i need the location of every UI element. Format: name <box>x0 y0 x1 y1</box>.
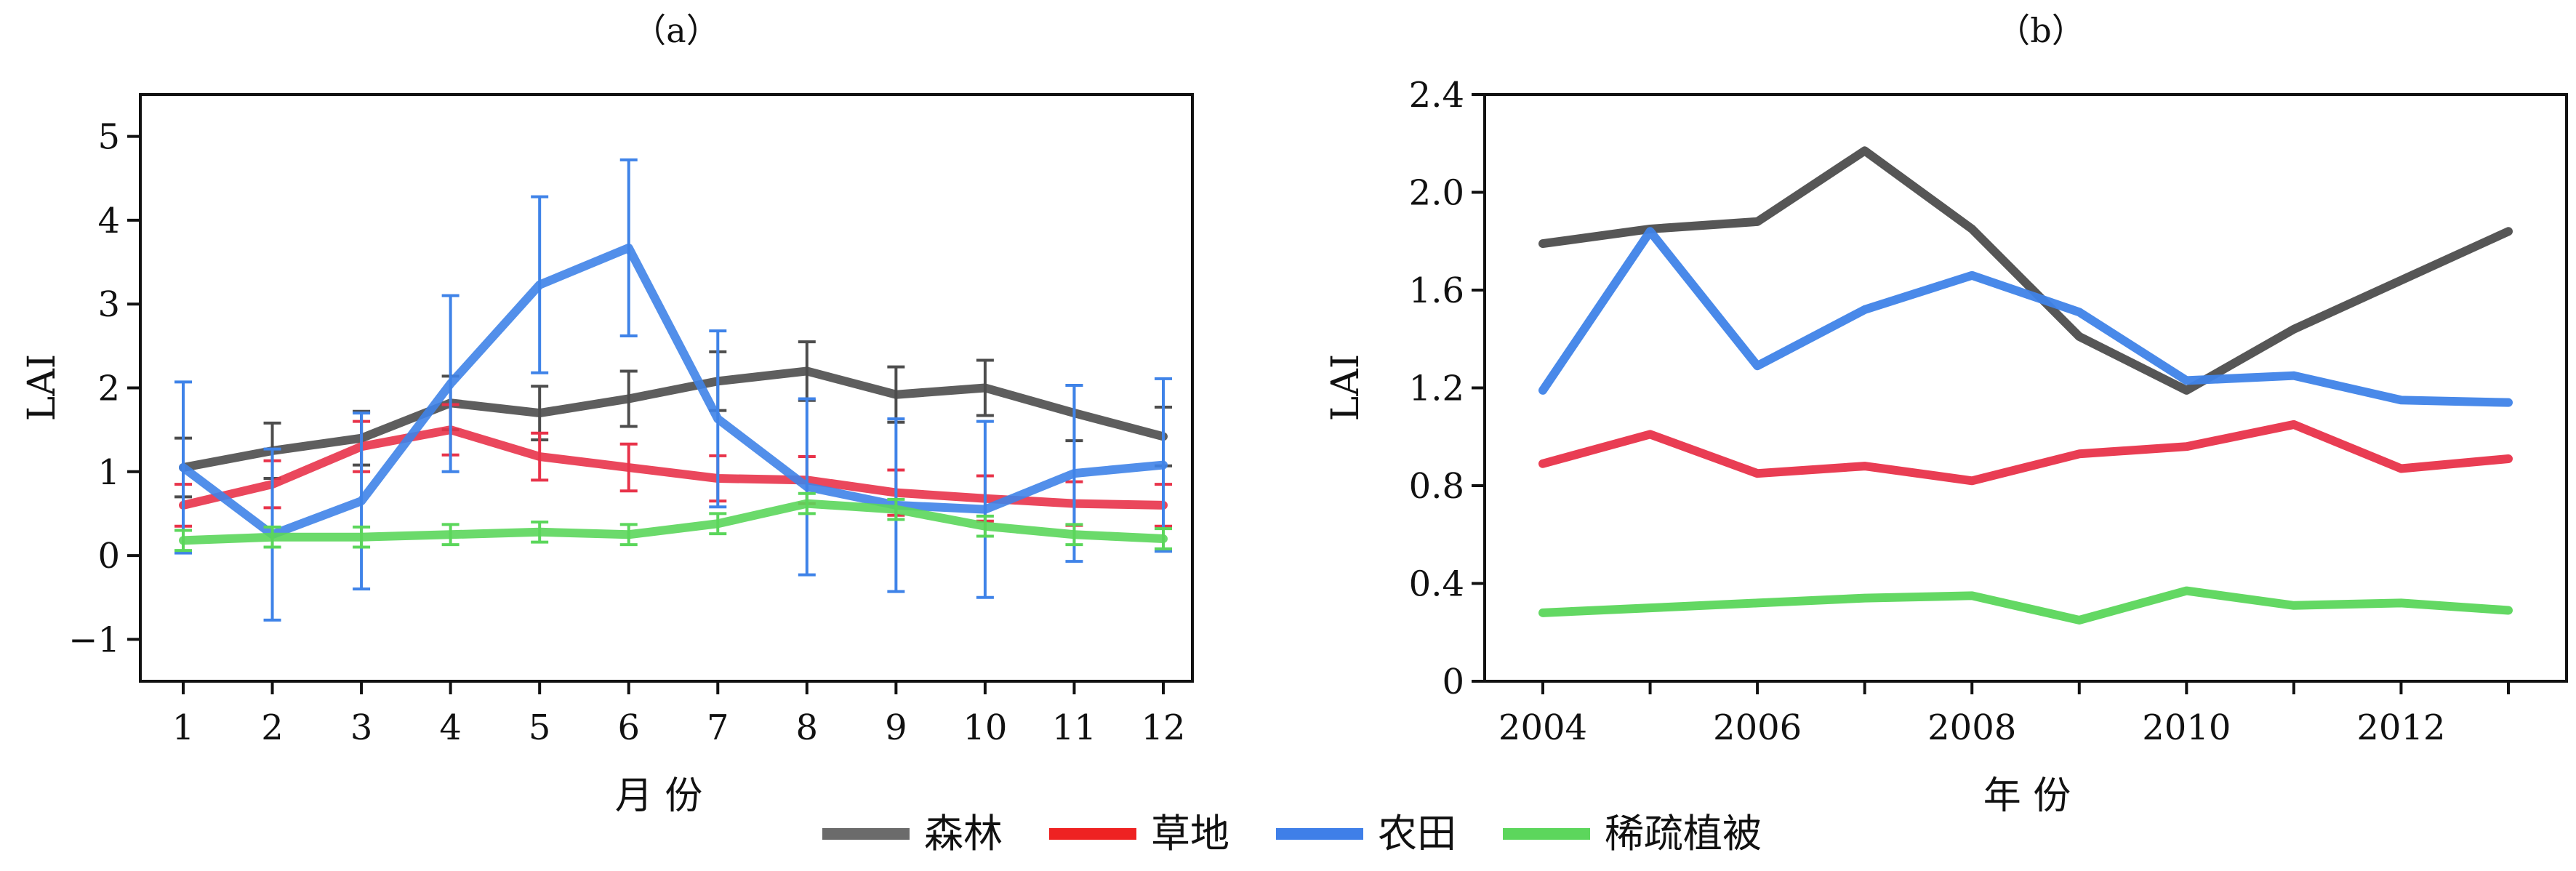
panel-a-title: （a） <box>633 11 719 50</box>
panel-b-x-tick-label: 2010 <box>2142 707 2231 748</box>
panel-a-y-tick-label: 3 <box>97 284 120 325</box>
panel-b-x-tick-label: 2006 <box>1713 707 1802 748</box>
panel-b-y-tick-label: 1.2 <box>1409 369 1464 409</box>
panel-b-y-axis-label: LAI <box>1324 354 1368 422</box>
panel-b-y-tick-label: 0.8 <box>1409 466 1464 507</box>
panel-a-series-2 <box>174 403 1172 528</box>
panel-a-y-axis-label: LAI <box>20 354 64 422</box>
panel-a-series-line <box>179 243 1168 539</box>
panel-b-x-axis-label: 年 份 <box>1983 774 2071 818</box>
panel-a-x-tick-label: 6 <box>617 707 640 748</box>
panel-b-x-tick-label: 2012 <box>2356 707 2445 748</box>
panel-a-x-tick-label: 2 <box>261 707 284 748</box>
panel-a-series-line <box>179 366 1168 473</box>
panel-a-y-tick-label: 4 <box>97 201 120 241</box>
panel-b-x-tick-label: 2004 <box>1498 707 1587 748</box>
legend-item: 森林 <box>822 811 1003 856</box>
panel-a-series-line <box>179 499 1168 545</box>
panel-b-plot-frame <box>1483 93 2568 683</box>
panel-a-x-tick-label: 12 <box>1141 707 1185 748</box>
panel-b-series-line-4 <box>1538 586 2513 625</box>
legend-label: 稀疏植被 <box>1605 811 1762 856</box>
legend-label: 草地 <box>1151 811 1229 856</box>
legend-item: 农田 <box>1276 811 1456 856</box>
panel-b-series-line-3 <box>1538 227 2513 407</box>
panel-a-x-tick-label: 1 <box>172 707 195 748</box>
panel-a-y-tick-label: 2 <box>97 369 120 409</box>
panel-b-title: （b） <box>1997 11 2085 50</box>
panel-a-y-tick-label: 0 <box>97 536 120 577</box>
panel-b-y-tick-label: 2.0 <box>1409 173 1464 214</box>
panel-a-series-4 <box>174 491 1172 553</box>
panel-a-x-tick-label: 5 <box>529 707 551 748</box>
panel-b-x-tick-label: 2008 <box>1927 707 2016 748</box>
panel-b-series-line-2 <box>1538 420 2513 486</box>
panel-a-x-axis-label: 月 份 <box>615 774 703 818</box>
legend-label: 农田 <box>1378 811 1456 856</box>
panel-b-y-tick-label: 2.4 <box>1409 75 1464 116</box>
panel-a-x-tick-label: 10 <box>963 707 1007 748</box>
panel-b-series-line-1 <box>1538 146 2513 395</box>
panel-a-y-tick-label: −1 <box>68 619 120 660</box>
panel-a-x-tick-label: 8 <box>796 707 819 748</box>
legend: 森林 草地 农田 稀疏植被 <box>822 811 1762 856</box>
panel-a-series-3 <box>174 158 1172 622</box>
panel-a-y-tick-label: 5 <box>97 117 120 158</box>
panel-b-chart: （b） 0 0.4 0.8 1.2 1.6 2.0 2.4 2004 2006 2008 2010… <box>1324 11 2568 818</box>
panel-a-x-tick-label: 7 <box>707 707 729 748</box>
panel-a-y-tick-label: 1 <box>97 452 120 493</box>
legend-label: 森林 <box>924 811 1003 856</box>
panel-a-x-tick-label: 3 <box>350 707 373 748</box>
panel-a-x-tick-label: 4 <box>439 707 462 748</box>
legend-item: 草地 <box>1049 811 1229 856</box>
panel-b-y-tick-label: 1.6 <box>1409 270 1464 311</box>
panel-a-x-tick-label: 9 <box>885 707 907 748</box>
panel-b-y-tick-label: 0 <box>1442 662 1464 702</box>
legend-item: 稀疏植被 <box>1503 811 1762 856</box>
panel-a-x-tick-label: 11 <box>1052 707 1096 748</box>
panel-b-y-tick-label: 0.4 <box>1409 564 1464 605</box>
